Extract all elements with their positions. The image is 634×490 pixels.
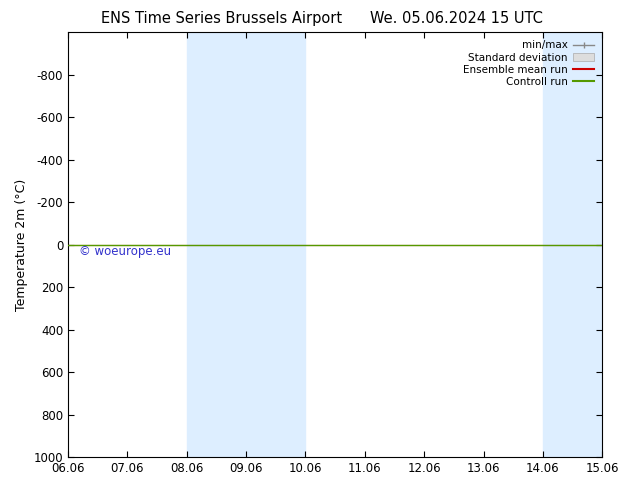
Bar: [543, 32, 602, 457]
Text: ENS Time Series Brussels Airport: ENS Time Series Brussels Airport: [101, 11, 342, 26]
Y-axis label: Temperature 2m (°C): Temperature 2m (°C): [15, 178, 28, 311]
Bar: [187, 32, 246, 457]
Text: We. 05.06.2024 15 UTC: We. 05.06.2024 15 UTC: [370, 11, 543, 26]
Legend: min/max, Standard deviation, Ensemble mean run, Controll run: min/max, Standard deviation, Ensemble me…: [460, 37, 597, 90]
Bar: [246, 32, 306, 457]
Text: © woeurope.eu: © woeurope.eu: [79, 245, 171, 258]
